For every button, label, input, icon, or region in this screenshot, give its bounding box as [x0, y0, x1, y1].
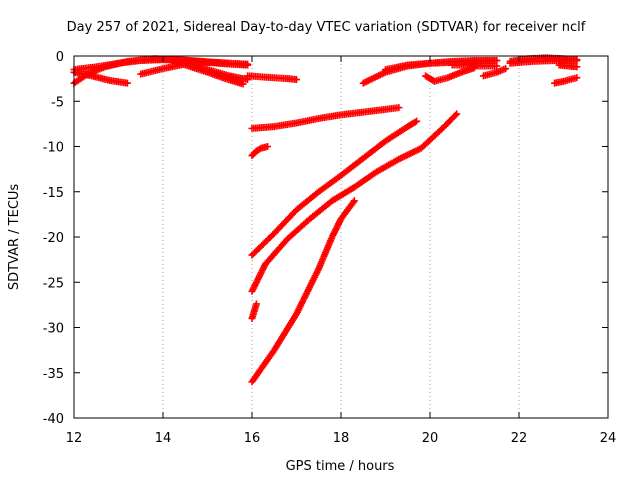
data-point: [244, 61, 252, 69]
y-tick-label: 0: [56, 50, 64, 65]
data-point: [123, 79, 131, 87]
y-tick-label: -35: [43, 367, 64, 382]
y-axis-title: SDTVAR / TECUs: [7, 184, 22, 291]
y-tick-label: -25: [43, 276, 64, 291]
y-tick-label: -20: [43, 231, 64, 246]
chart-title: Day 257 of 2021, Sidereal Day-to-day VTE…: [67, 20, 586, 35]
y-tick-label: -15: [43, 186, 64, 201]
data-series-6: [181, 61, 247, 88]
data-series-20: [506, 57, 581, 67]
data-point: [502, 65, 510, 73]
data-point: [573, 63, 581, 71]
x-axis-title: GPS time / hours: [286, 459, 395, 474]
axes: 12 14 16 18 20 22 24 0 -5 -10 -15 -20 -25 -30 -35 -40: [43, 50, 617, 446]
x-tick-label: 18: [333, 431, 350, 446]
data-series-21: [551, 74, 581, 87]
data-series-17: [448, 61, 501, 70]
data-point: [573, 57, 581, 65]
data-point: [350, 197, 358, 205]
data-point: [239, 80, 247, 88]
data-point: [573, 74, 581, 82]
y-tick-label: -30: [43, 322, 64, 337]
data-points: [70, 54, 581, 386]
x-tick-label: 12: [66, 431, 83, 446]
grid-lines: [162, 56, 520, 418]
data-series-7: [244, 72, 300, 84]
data-point: [293, 76, 300, 84]
data-point: [252, 300, 260, 308]
x-tick-label: 20: [422, 431, 439, 446]
x-tick-label: 24: [600, 431, 617, 446]
y-tick-label: -5: [51, 95, 64, 110]
data-series-22: [555, 61, 581, 71]
y-tick-label: -40: [43, 412, 64, 427]
data-point: [413, 117, 421, 125]
data-point: [493, 62, 501, 70]
data-series-9: [248, 143, 272, 160]
data-series-10: [248, 117, 421, 259]
data-series-11: [248, 110, 461, 295]
data-point: [264, 143, 272, 150]
data-point: [451, 111, 459, 119]
data-point: [453, 110, 461, 118]
data-series-12: [248, 300, 260, 322]
data-point: [395, 104, 403, 112]
x-tick-label: 14: [155, 431, 172, 446]
data-point: [349, 198, 357, 206]
data-point: [411, 118, 419, 126]
data-point: [255, 145, 263, 153]
x-tick-label: 16: [244, 431, 261, 446]
y-tick-label: -10: [43, 141, 64, 156]
data-series-16: [422, 64, 478, 85]
x-tick-label: 22: [511, 431, 528, 446]
data-series-18: [479, 65, 510, 80]
data-series-13: [248, 197, 358, 386]
data-series-8: [248, 104, 403, 132]
